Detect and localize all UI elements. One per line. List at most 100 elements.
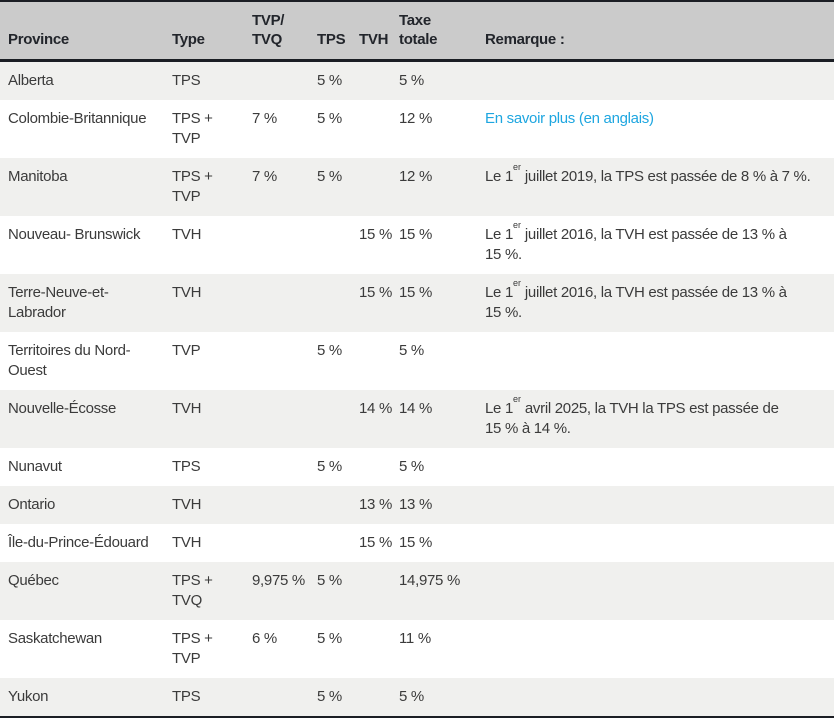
cell-tps: 5 % [317,458,342,475]
cell-remarque [485,562,834,620]
cell-tvp-tvq [252,274,317,332]
cell-taxe-totale: 5 % [399,72,424,89]
cell-tvh [359,332,399,390]
cell-type: TVH [172,226,202,243]
column-header-remarque: Remarque : [485,1,834,62]
column-header-province: Province [0,1,172,62]
header-row: Province Type TVP/ TVQ TPS TVH Taxe tota… [0,1,834,62]
cell-province: Ontario [8,496,56,513]
cell-type: TVP [172,342,201,359]
cell-province: Colombie-Britannique [8,110,147,127]
cell-tvp-tvq [252,678,317,717]
cell-tvh: 15 % [359,534,392,551]
cell-tps: 5 % [317,630,342,647]
cell-province: Terre-Neuve-et- Labrador [8,284,109,321]
column-header-taxe-totale: Taxe totale [399,1,485,62]
cell-tvh: 13 % [359,496,392,513]
cell-tps [317,274,359,332]
cell-province: Nunavut [8,458,62,475]
cell-tvp-tvq [252,332,317,390]
cell-tvh [359,448,399,486]
cell-tps: 5 % [317,688,342,705]
table-row: Nouvelle-Écosse TVH 14 % 14 % Le 1er avril 2… [0,390,834,448]
cell-province: Saskatchewan [8,630,102,647]
cell-remarque [485,448,834,486]
ordinal-superscript: er [513,394,522,404]
cell-tvh: 15 % [359,226,392,243]
table-body: Alberta TPS 5 % 5 % Colombie-Britannique TPS … [0,60,834,717]
cell-province: Nouvelle-Écosse [8,400,117,417]
cell-taxe-totale: 15 % [399,534,432,551]
cell-tps [317,524,359,562]
cell-tvh [359,562,399,620]
cell-province: Île-du-Prince-Édouard [8,534,149,551]
cell-tvh: 15 % [359,284,392,301]
column-header-tps: TPS [317,1,359,62]
cell-tvp-tvq [252,448,317,486]
cell-remarque: Le 1er juillet 2016, la TVH est passée d… [485,278,787,322]
table-row: Terre-Neuve-et- Labrador TVH 15 % 15 % Le 1e… [0,274,834,332]
cell-tvp-tvq: 9,975 % [252,572,305,589]
cell-tvh [359,100,399,158]
cell-tvp-tvq [252,524,317,562]
table-row: Québec TPS + TVQ 9,975 % 5 % 14,975 % [0,562,834,620]
cell-remarque [485,332,834,390]
table-row: Nouveau- Brunswick TVH 15 % 15 % Le 1er juil… [0,216,834,274]
cell-tvp-tvq: 6 % [252,630,277,647]
cell-type: TPS + TVQ [172,572,213,609]
cell-taxe-totale: 12 % [399,168,432,185]
cell-tvh [359,158,399,216]
cell-tvp-tvq [252,390,317,448]
cell-type: TVH [172,400,202,417]
cell-taxe-totale: 5 % [399,342,424,359]
cell-taxe-totale: 14 % [399,400,432,417]
cell-tps [317,486,359,524]
column-header-tvh: TVH [359,1,399,62]
cell-taxe-totale: 5 % [399,688,424,705]
table-row: Colombie-Britannique TPS + TVP 7 % 5 % 12 % E… [0,100,834,158]
cell-type: TVH [172,284,202,301]
table-row: Saskatchewan TPS + TVP 6 % 5 % 11 % [0,620,834,678]
cell-province: Territoires du Nord- Ouest [8,342,131,379]
cell-province: Nouveau- Brunswick [8,226,141,243]
cell-tvp-tvq: 7 % [252,168,277,185]
cell-remarque: Le 1er juillet 2019, la TPS est passée d… [485,162,811,186]
cell-tps: 5 % [317,342,342,359]
cell-type: TPS [172,688,201,705]
cell-province: Québec [8,572,59,589]
table-row: Alberta TPS 5 % 5 % [0,60,834,101]
cell-taxe-totale: 5 % [399,458,424,475]
table-row: Ontario TVH 13 % 13 % [0,486,834,524]
cell-remarque [485,678,834,717]
cell-type: TPS [172,458,201,475]
cell-type: TVH [172,496,202,513]
table-row: Territoires du Nord- Ouest TVP 5 % 5 % [0,332,834,390]
ordinal-superscript: er [513,220,522,230]
cell-taxe-totale: 15 % [399,284,432,301]
cell-tps: 5 % [317,72,342,89]
cell-remarque [485,620,834,678]
cell-tvp-tvq [252,486,317,524]
cell-type: TPS + TVP [172,168,213,205]
cell-taxe-totale: 15 % [399,226,432,243]
cell-tvh [359,678,399,717]
ordinal-superscript: er [513,278,522,288]
cell-remarque [485,524,834,562]
cell-tps [317,390,359,448]
cell-tps: 5 % [317,168,342,185]
cell-remarque [485,61,834,101]
cell-remarque: Le 1er juillet 2016, la TVH est passée d… [485,220,787,264]
cell-tvp-tvq [252,216,317,274]
table-header: Province Type TVP/ TVQ TPS TVH Taxe tota… [0,1,834,62]
cell-tvp-tvq [252,61,317,101]
cell-tvh: 14 % [359,400,392,417]
cell-province: Alberta [8,72,54,89]
cell-taxe-totale: 11 % [399,630,431,647]
cell-type: TPS + TVP [172,630,213,667]
cell-tps [317,216,359,274]
cell-tvp-tvq: 7 % [252,110,277,127]
learn-more-link[interactable]: En savoir plus (en anglais) [485,110,654,127]
cell-province: Yukon [8,688,49,705]
